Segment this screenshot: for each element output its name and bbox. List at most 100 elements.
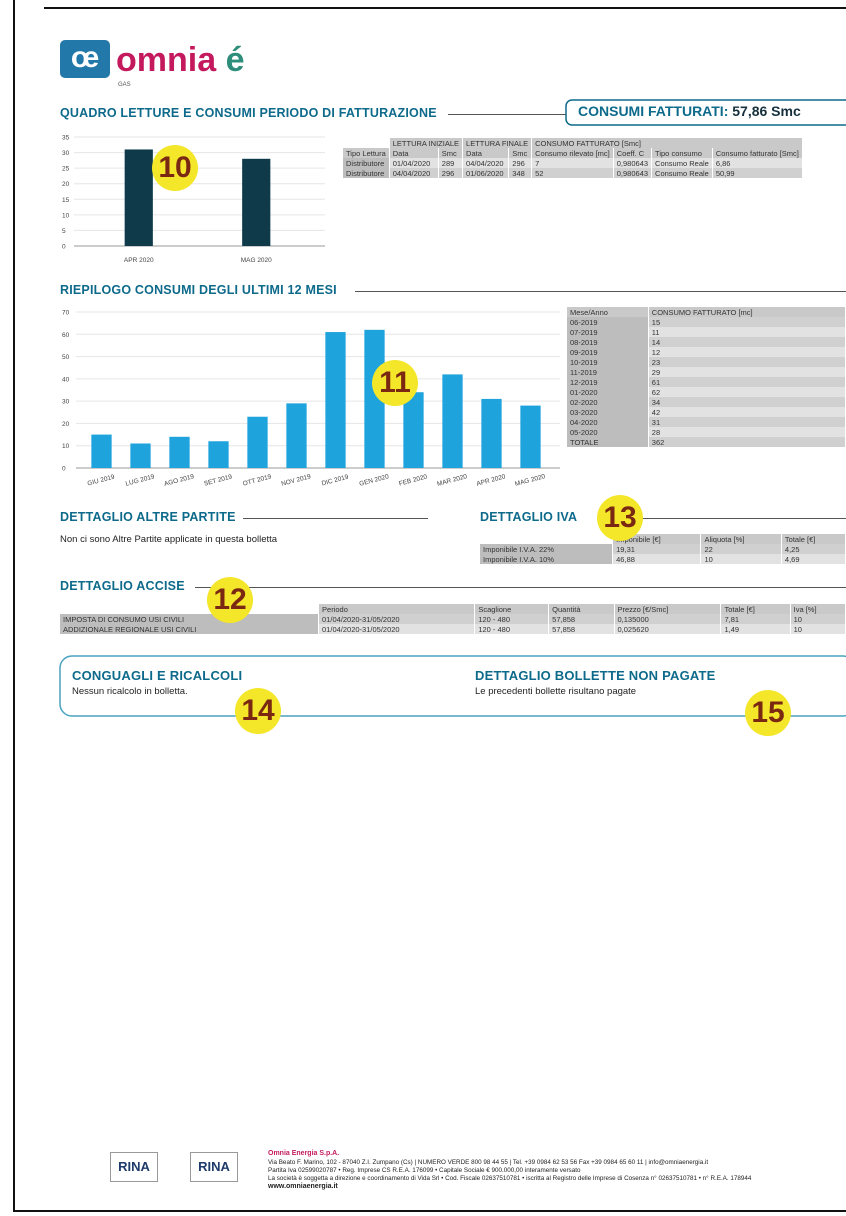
excise-table: Periodo Scaglione Quantità Prezzo [€/Smc] To… — [60, 604, 846, 634]
cell: 04/04/2020 — [389, 168, 439, 178]
cell: 06-2019 — [567, 317, 649, 327]
header-cell — [343, 138, 390, 148]
cell: 289 — [438, 158, 464, 168]
cell: 6,86 — [712, 158, 803, 168]
section-title: QUADRO LETTURE E CONSUMI PERIODO DI FATT… — [60, 106, 437, 120]
cell: Consumo Reale — [651, 168, 713, 178]
cell: 7,81 — [720, 614, 791, 624]
cell: 29 — [648, 367, 846, 377]
cell: 4,25 — [781, 544, 846, 554]
cell: 50,99 — [712, 168, 803, 178]
header-cell: Iva [%] — [790, 604, 846, 614]
readings-table: LETTURA INIZIALE LETTURA FINALE CONSUMO FA… — [343, 138, 803, 178]
y-tick-label: 25 — [62, 166, 70, 173]
annotation: 10 — [152, 145, 198, 191]
header-cell: Totale [€] — [720, 604, 791, 614]
cell: IMPOSTA DI CONSUMO USI CIVILI — [60, 614, 320, 624]
bar — [286, 403, 307, 468]
group-cell: LETTURA INIZIALE — [389, 138, 464, 148]
cell: 57,858 — [548, 614, 615, 624]
cell: 19,31 — [612, 544, 702, 554]
x-tick-label: NOV 2019 — [281, 473, 313, 488]
section-title: RIEPILOGO CONSUMI DEGLI ULTIMI 12 MESI — [60, 283, 337, 297]
header-cell: Imponibile [€] — [612, 534, 702, 544]
row: 01-2020 62 — [567, 387, 846, 397]
x-tick-label: MAG 2020 — [241, 257, 272, 264]
cell: 01/04/2020-31/05/2020 — [318, 614, 476, 624]
cell: 23 — [648, 357, 846, 367]
y-tick-label: 40 — [62, 376, 70, 383]
text: Le precedenti bollette risultano pagate — [475, 686, 637, 697]
row: Imponibile I.V.A. 10% 46,88 10 4,69 — [480, 554, 846, 564]
x-tick-label: AGO 2019 — [163, 473, 195, 488]
x-tick-label: LUG 2019 — [125, 473, 156, 488]
y-tick-label: 5 — [62, 228, 66, 235]
section-title: DETTAGLIO ALTRE PARTITE — [60, 510, 236, 524]
footer-line: Partita Iva 02599020787 • Reg. Imprese C… — [268, 1167, 581, 1174]
website: www.omniaenergia.it — [268, 1183, 338, 1190]
cell: 42 — [648, 407, 846, 417]
x-tick-label: FEB 2020 — [398, 473, 428, 487]
row: 09-2019 12 — [567, 347, 846, 357]
cell: 10-2019 — [567, 357, 649, 367]
cell: 03-2020 — [567, 407, 649, 417]
y-tick-label: 30 — [62, 150, 70, 157]
header-cell: Scaglione — [474, 604, 550, 614]
group-cell: CONSUMO FATTURATO [Smc] — [531, 138, 803, 148]
rule — [355, 291, 846, 292]
cell: 11 — [648, 327, 846, 337]
info-box — [59, 655, 846, 717]
cell: 01/06/2020 — [462, 168, 510, 178]
rule — [448, 114, 566, 115]
row: 02-2020 34 — [567, 397, 846, 407]
cell: 362 — [648, 437, 846, 447]
rule — [600, 518, 846, 519]
header-cell: Quantità — [548, 604, 615, 614]
cell: 10 — [790, 624, 846, 634]
cell: 52 — [531, 168, 614, 178]
footer-line: Via Beato F. Marino, 102 - 87040 Z.I. Zu… — [268, 1159, 709, 1166]
company: Omnia Energia S.p.A. — [268, 1150, 340, 1157]
row: 07-2019 11 — [567, 327, 846, 337]
y-tick-label: 10 — [62, 212, 70, 219]
header-cell: Smc — [508, 148, 533, 158]
row: Imponibile I.V.A. 22% 19,31 22 4,25 — [480, 544, 846, 554]
header-cell: Tipo consumo — [651, 148, 713, 158]
text: Nessun ricalcolo in bolletta. — [72, 686, 188, 697]
bar — [325, 332, 346, 468]
text: Non ci sono Altre Partite applicate in q… — [60, 534, 278, 545]
row: 12-2019 61 — [567, 377, 846, 387]
logo-mark: œ — [70, 41, 100, 74]
cell: 07-2019 — [567, 327, 649, 337]
cell: 62 — [648, 387, 846, 397]
logo-text: omnia é — [116, 40, 245, 80]
x-tick-label: APR 2020 — [476, 473, 507, 488]
section-title: CONGUAGLI E RICALCOLI — [72, 668, 243, 683]
section-title: DETTAGLIO IVA — [480, 510, 578, 524]
header-row: Imponibile [€] Aliquota [%] Totale [€] — [480, 534, 846, 544]
row: 03-2020 42 — [567, 407, 846, 417]
cell: Imponibile I.V.A. 22% — [480, 544, 614, 554]
cell: 10 — [700, 554, 782, 564]
vat-table: Imponibile [€] Aliquota [%] Totale [€] Impo… — [480, 534, 846, 564]
cell: 61 — [648, 377, 846, 387]
rule — [243, 518, 428, 519]
cell: 348 — [508, 168, 533, 178]
cell: 15 — [648, 317, 846, 327]
brand-accent: é — [225, 41, 245, 79]
cell: 14 — [648, 337, 846, 347]
header-cell: Mese/Anno — [567, 307, 649, 317]
row: 08-2019 14 — [567, 337, 846, 347]
cell: 04-2020 — [567, 417, 649, 427]
row: ADDIZIONALE REGIONALE USI CIVILI 01/04/20… — [60, 624, 846, 634]
x-tick-label: GEN 2020 — [359, 473, 391, 488]
row: 04-2020 31 — [567, 417, 846, 427]
y-tick-label: 0 — [62, 244, 66, 251]
header-cell: Coeff. C — [613, 148, 653, 158]
x-tick-label: APR 2020 — [124, 257, 154, 264]
header-cell: Data — [462, 148, 510, 158]
row: 06-2019 15 — [567, 317, 846, 327]
x-tick-label: SET 2019 — [203, 473, 233, 487]
header-cell: Smc — [438, 148, 464, 158]
